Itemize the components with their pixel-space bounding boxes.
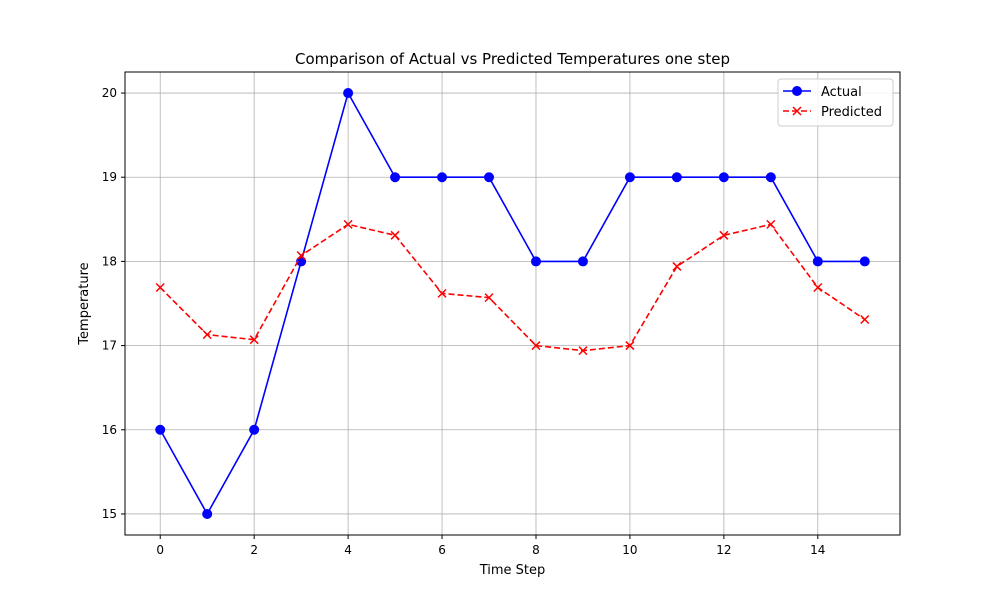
predicted-point <box>531 341 541 351</box>
x-tick-label: 2 <box>250 543 258 557</box>
marker-stroke <box>249 335 259 345</box>
legend-marker <box>792 86 802 96</box>
marker-stroke <box>484 293 494 303</box>
predicted-series <box>155 219 870 356</box>
y-tick-label: 20 <box>102 86 117 100</box>
marker-stroke <box>390 230 400 240</box>
predicted-point <box>813 282 823 293</box>
marker-stroke <box>766 219 776 229</box>
y-tick-label: 15 <box>102 507 117 521</box>
y-tick-label: 17 <box>102 339 117 353</box>
marker-stroke <box>202 330 212 340</box>
actual-point <box>202 508 213 519</box>
actual-point <box>671 172 682 183</box>
actual-point <box>249 424 260 435</box>
marker-stroke <box>719 230 729 240</box>
grid <box>125 72 900 535</box>
predicted-point <box>860 314 870 325</box>
chart-title: Comparison of Actual vs Predicted Temper… <box>295 50 730 68</box>
actual-point <box>765 172 776 183</box>
marker-stroke <box>813 282 823 293</box>
marker-stroke <box>672 261 682 271</box>
y-tick-label: 19 <box>102 170 117 184</box>
x-tick-label: 12 <box>716 543 731 557</box>
predicted-point <box>390 230 400 240</box>
actual-point <box>812 256 823 267</box>
actual-point <box>437 172 448 183</box>
actual-series <box>155 88 870 519</box>
actual-point <box>343 88 354 99</box>
predicted-point <box>343 219 353 229</box>
y-tick-label: 18 <box>102 254 117 268</box>
x-tick-label: 6 <box>438 543 446 557</box>
predicted-point <box>719 230 729 240</box>
x-tick-label: 0 <box>156 543 164 557</box>
predicted-point <box>249 335 259 345</box>
y-tick-label: 16 <box>102 423 117 437</box>
actual-point <box>577 256 588 267</box>
actual-point <box>530 256 541 267</box>
legend-label: Actual <box>821 85 862 100</box>
marker-stroke <box>155 282 165 293</box>
marker-stroke <box>343 219 353 229</box>
marker-stroke <box>437 288 447 298</box>
x-tick-label: 10 <box>622 543 637 557</box>
marker-stroke <box>531 341 541 351</box>
actual-point <box>859 256 870 267</box>
y-axis-label: Temperature <box>77 262 92 345</box>
marker-stroke <box>792 106 802 116</box>
actual-line <box>159 90 865 516</box>
predicted-point <box>484 293 494 303</box>
predicted-point <box>202 330 212 340</box>
actual-point <box>390 172 401 183</box>
legend-item-actual: Actual <box>783 85 862 100</box>
x-tick-label: 4 <box>344 543 352 557</box>
ticks: 0 2 4 6 8 10 12 14 15 16 17 18 19 20 <box>102 86 826 557</box>
predicted-point <box>672 261 682 271</box>
actual-point <box>155 424 166 435</box>
marker-stroke <box>578 346 588 356</box>
predicted-point <box>578 346 588 356</box>
legend: Actual Predicted <box>777 78 894 127</box>
actual-point <box>484 172 495 183</box>
legend-item-predicted: Predicted <box>783 105 882 120</box>
marker-stroke <box>860 314 870 325</box>
x-tick-label: 14 <box>810 543 825 557</box>
series-layer <box>155 88 870 519</box>
actual-point <box>624 172 635 183</box>
x-axis-label: Time Step <box>479 563 546 578</box>
x-tick-label: 8 <box>532 543 540 557</box>
predicted-point <box>437 288 447 298</box>
marker-stroke <box>625 341 635 351</box>
predicted-line <box>159 223 866 352</box>
legend-label: Predicted <box>821 105 882 120</box>
legend-marker <box>792 106 802 116</box>
predicted-point <box>155 282 165 293</box>
predicted-point <box>296 250 306 261</box>
plot-frame <box>124 71 901 536</box>
predicted-point <box>625 341 635 351</box>
predicted-point <box>766 219 776 229</box>
actual-point <box>718 172 729 183</box>
marker-stroke <box>296 250 306 261</box>
